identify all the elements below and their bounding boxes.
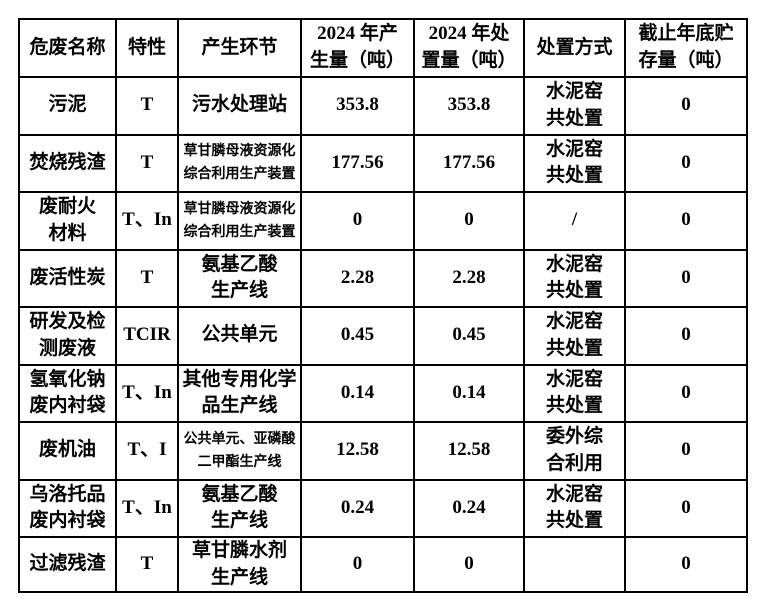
cell-produced: 2.28 xyxy=(300,248,415,308)
cell-method: 委外综 合利用 xyxy=(523,421,626,481)
cell-waste-name: 废活性炭 xyxy=(18,248,117,308)
column-header-stored: 截止年底贮 存量（吨） xyxy=(624,18,748,78)
cell-trait: T xyxy=(115,133,179,193)
cell-produced: 353.8 xyxy=(300,76,415,136)
cell-trait: T、In xyxy=(115,191,179,251)
cell-trait: T、I xyxy=(115,421,179,481)
table-row: 污泥 T 污水处理站 353.8 353.8 水泥窑 共处置 0 xyxy=(18,76,748,136)
cell-produced: 12.58 xyxy=(300,421,415,481)
cell-trait: T xyxy=(115,535,179,594)
table-row: 焚烧残渣 T 草甘膦母液资源化 综合利用生产装置 177.56 177.56 水… xyxy=(18,133,748,193)
cell-method: 水泥窑 共处置 xyxy=(523,248,626,308)
cell-produced: 177.56 xyxy=(300,133,415,193)
cell-disposed: 12.58 xyxy=(413,421,525,481)
cell-stage: 草甘膦母液资源化 综合利用生产装置 xyxy=(177,191,302,251)
cell-stored: 0 xyxy=(624,478,748,538)
cell-waste-name: 研发及检 测废液 xyxy=(18,306,117,366)
cell-stage: 其他专用化学 品生产线 xyxy=(177,363,302,423)
table-row: 氢氧化钠 废内衬袋 T、In 其他专用化学 品生产线 0.14 0.14 水泥窑… xyxy=(18,363,748,423)
cell-stored: 0 xyxy=(624,76,748,136)
cell-trait: T、In xyxy=(115,363,179,423)
cell-method: / xyxy=(523,191,626,251)
cell-stored: 0 xyxy=(624,306,748,366)
cell-disposed: 177.56 xyxy=(413,133,525,193)
table-row: 乌洛托品 废内衬袋 T、In 氨基乙酸 生产线 0.24 0.24 水泥窑 共处… xyxy=(18,478,748,538)
cell-stored: 0 xyxy=(624,191,748,251)
cell-trait: T xyxy=(115,248,179,308)
cell-stored: 0 xyxy=(624,133,748,193)
column-header-method: 处置方式 xyxy=(523,18,626,78)
column-header-produced: 2024 年产 生量（吨） xyxy=(300,18,415,78)
hazardous-waste-table: 危废名称 特性 产生环节 2024 年产 生量（吨） 2024 年处 置量（吨）… xyxy=(18,18,748,594)
column-header-trait: 特性 xyxy=(115,18,179,78)
cell-stored: 0 xyxy=(624,363,748,423)
table-row: 废机油 T、I 公共单元、亚磷酸 二甲酯生产线 12.58 12.58 委外综 … xyxy=(18,421,748,481)
cell-disposed: 0.45 xyxy=(413,306,525,366)
cell-produced: 0.45 xyxy=(300,306,415,366)
cell-stage: 草甘膦母液资源化 综合利用生产装置 xyxy=(177,133,302,193)
cell-method: 水泥窑 共处置 xyxy=(523,363,626,423)
cell-method: 水泥窑 共处置 xyxy=(523,133,626,193)
cell-method: 水泥窑 共处置 xyxy=(523,306,626,366)
cell-disposed: 0.14 xyxy=(413,363,525,423)
cell-trait: TCIR xyxy=(115,306,179,366)
cell-produced: 0.14 xyxy=(300,363,415,423)
cell-trait: T、In xyxy=(115,478,179,538)
cell-produced: 0.24 xyxy=(300,478,415,538)
column-header-stage: 产生环节 xyxy=(177,18,302,78)
cell-method xyxy=(523,535,626,594)
cell-produced: 0 xyxy=(300,191,415,251)
cell-stage: 公共单元 xyxy=(177,306,302,366)
cell-disposed: 2.28 xyxy=(413,248,525,308)
cell-stored: 0 xyxy=(624,535,748,594)
table-row: 过滤残渣 T 草甘膦水剂 生产线 0 0 0 xyxy=(18,535,748,594)
cell-disposed: 0 xyxy=(413,191,525,251)
cell-waste-name: 污泥 xyxy=(18,76,117,136)
cell-stage: 污水处理站 xyxy=(177,76,302,136)
cell-disposed: 0.24 xyxy=(413,478,525,538)
cell-stored: 0 xyxy=(624,421,748,481)
cell-produced: 0 xyxy=(300,535,415,594)
cell-waste-name: 过滤残渣 xyxy=(18,535,117,594)
column-header-disposed: 2024 年处 置量（吨） xyxy=(413,18,525,78)
cell-waste-name: 废机油 xyxy=(18,421,117,481)
table-row: 废耐火 材料 T、In 草甘膦母液资源化 综合利用生产装置 0 0 / 0 xyxy=(18,191,748,251)
cell-waste-name: 乌洛托品 废内衬袋 xyxy=(18,478,117,538)
cell-method: 水泥窑 共处置 xyxy=(523,478,626,538)
table-row: 研发及检 测废液 TCIR 公共单元 0.45 0.45 水泥窑 共处置 0 xyxy=(18,306,748,366)
cell-stored: 0 xyxy=(624,248,748,308)
column-header-waste-name: 危废名称 xyxy=(18,18,117,78)
cell-disposed: 0 xyxy=(413,535,525,594)
table-row: 废活性炭 T 氨基乙酸 生产线 2.28 2.28 水泥窑 共处置 0 xyxy=(18,248,748,308)
cell-method: 水泥窑 共处置 xyxy=(523,76,626,136)
cell-disposed: 353.8 xyxy=(413,76,525,136)
cell-stage: 氨基乙酸 生产线 xyxy=(177,248,302,308)
header-row: 危废名称 特性 产生环节 2024 年产 生量（吨） 2024 年处 置量（吨）… xyxy=(18,18,748,78)
cell-stage: 草甘膦水剂 生产线 xyxy=(177,535,302,594)
cell-waste-name: 氢氧化钠 废内衬袋 xyxy=(18,363,117,423)
cell-waste-name: 废耐火 材料 xyxy=(18,191,117,251)
cell-stage: 公共单元、亚磷酸 二甲酯生产线 xyxy=(177,421,302,481)
cell-waste-name: 焚烧残渣 xyxy=(18,133,117,193)
cell-stage: 氨基乙酸 生产线 xyxy=(177,478,302,538)
cell-trait: T xyxy=(115,76,179,136)
